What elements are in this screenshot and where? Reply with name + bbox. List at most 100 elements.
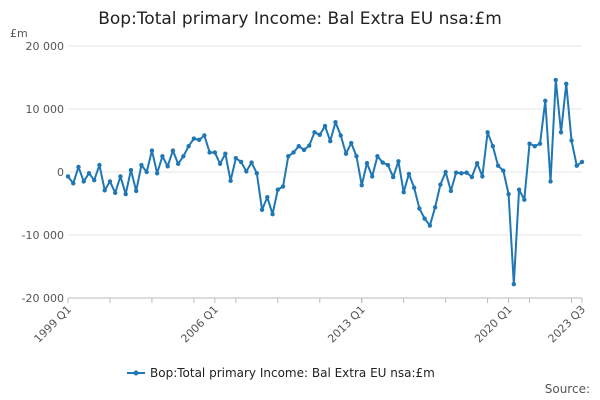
data-point[interactable] xyxy=(406,171,412,177)
data-point[interactable] xyxy=(459,171,464,176)
data-point[interactable] xyxy=(464,170,469,175)
data-point[interactable] xyxy=(469,174,475,180)
data-point[interactable] xyxy=(238,159,244,165)
data-point[interactable] xyxy=(223,151,228,156)
data-point[interactable] xyxy=(574,163,579,168)
data-point[interactable] xyxy=(427,223,433,228)
data-point[interactable] xyxy=(254,171,260,176)
data-point[interactable] xyxy=(144,169,149,175)
data-point[interactable] xyxy=(107,179,113,184)
data-point[interactable] xyxy=(322,123,328,129)
legend[interactable]: Bop:Total primary Income: Bal Extra EU n… xyxy=(127,366,435,380)
data-point[interactable] xyxy=(301,147,307,153)
data-point[interactable] xyxy=(354,154,359,159)
data-point[interactable] xyxy=(558,130,564,135)
data-point[interactable] xyxy=(359,183,364,188)
data-point[interactable] xyxy=(186,143,191,149)
data-point[interactable] xyxy=(543,98,548,104)
data-point[interactable] xyxy=(375,154,380,159)
data-point[interactable] xyxy=(118,174,123,179)
data-point[interactable] xyxy=(244,169,249,174)
data-point[interactable] xyxy=(453,170,459,175)
data-point[interactable] xyxy=(422,216,427,221)
source-label[interactable]: Source: xyxy=(545,382,590,396)
data-point[interactable] xyxy=(537,141,543,146)
data-point[interactable] xyxy=(448,188,454,194)
data-point[interactable] xyxy=(76,164,81,170)
data-point[interactable] xyxy=(380,160,385,165)
data-point[interactable] xyxy=(343,151,349,156)
data-point[interactable] xyxy=(307,143,312,148)
data-point[interactable] xyxy=(71,181,76,186)
data-point[interactable] xyxy=(233,155,239,161)
data-point[interactable] xyxy=(280,184,286,189)
data-point[interactable] xyxy=(390,174,396,180)
data-point[interactable] xyxy=(296,143,301,149)
data-point[interactable] xyxy=(128,167,134,173)
data-point[interactable] xyxy=(411,185,417,190)
data-point[interactable] xyxy=(370,174,375,179)
data-point[interactable] xyxy=(438,182,443,187)
data-point[interactable] xyxy=(527,141,532,146)
data-point[interactable] xyxy=(139,162,144,168)
data-point[interactable] xyxy=(92,177,97,183)
data-point[interactable] xyxy=(86,171,92,176)
data-point[interactable] xyxy=(113,190,118,195)
data-point[interactable] xyxy=(275,187,280,192)
data-point[interactable] xyxy=(175,161,181,167)
data-point[interactable] xyxy=(270,212,275,217)
data-point[interactable] xyxy=(569,138,574,143)
data-point[interactable] xyxy=(432,205,438,210)
data-point[interactable] xyxy=(553,77,558,83)
data-point[interactable] xyxy=(317,132,322,138)
data-point[interactable] xyxy=(385,162,391,168)
data-point[interactable] xyxy=(511,281,517,287)
data-point[interactable] xyxy=(97,162,102,168)
data-point[interactable] xyxy=(149,148,155,153)
series-line[interactable] xyxy=(67,79,583,286)
data-point[interactable] xyxy=(328,138,333,144)
data-point[interactable] xyxy=(202,133,207,138)
data-point[interactable] xyxy=(259,207,265,212)
data-point[interactable] xyxy=(249,160,254,165)
data-point[interactable] xyxy=(417,206,422,211)
data-point[interactable] xyxy=(170,148,176,153)
data-point[interactable] xyxy=(579,159,585,165)
data-point[interactable] xyxy=(165,164,170,169)
data-point[interactable] xyxy=(123,191,128,197)
data-point[interactable] xyxy=(291,150,296,155)
data-point[interactable] xyxy=(160,154,165,159)
data-point[interactable] xyxy=(81,179,86,184)
data-point[interactable] xyxy=(401,189,406,195)
data-point[interactable] xyxy=(212,150,218,155)
data-point[interactable] xyxy=(349,140,354,146)
data-point[interactable] xyxy=(228,178,233,184)
data-point[interactable] xyxy=(506,191,511,197)
data-point[interactable] xyxy=(490,143,496,149)
data-point[interactable] xyxy=(217,161,223,167)
data-point[interactable] xyxy=(564,81,569,87)
data-point[interactable] xyxy=(396,159,401,164)
data-point[interactable] xyxy=(532,143,537,149)
data-point[interactable] xyxy=(133,188,139,194)
data-point[interactable] xyxy=(102,188,107,193)
data-point[interactable] xyxy=(522,197,527,202)
data-point[interactable] xyxy=(265,195,270,200)
data-point[interactable] xyxy=(495,163,501,168)
data-point[interactable] xyxy=(312,130,317,135)
data-point[interactable] xyxy=(154,171,160,176)
data-point[interactable] xyxy=(338,133,343,138)
data-point[interactable] xyxy=(333,120,338,125)
data-point[interactable] xyxy=(286,154,291,159)
data-point[interactable] xyxy=(443,169,448,175)
data-point[interactable] xyxy=(191,136,197,141)
data-point[interactable] xyxy=(196,137,202,143)
data-point[interactable] xyxy=(501,168,506,173)
data-point[interactable] xyxy=(364,160,370,166)
data-point[interactable] xyxy=(548,179,553,184)
data-point[interactable] xyxy=(480,174,485,179)
data-point[interactable] xyxy=(181,154,186,159)
data-point[interactable] xyxy=(207,150,212,155)
data-point[interactable] xyxy=(485,130,490,135)
data-point[interactable] xyxy=(474,160,480,166)
